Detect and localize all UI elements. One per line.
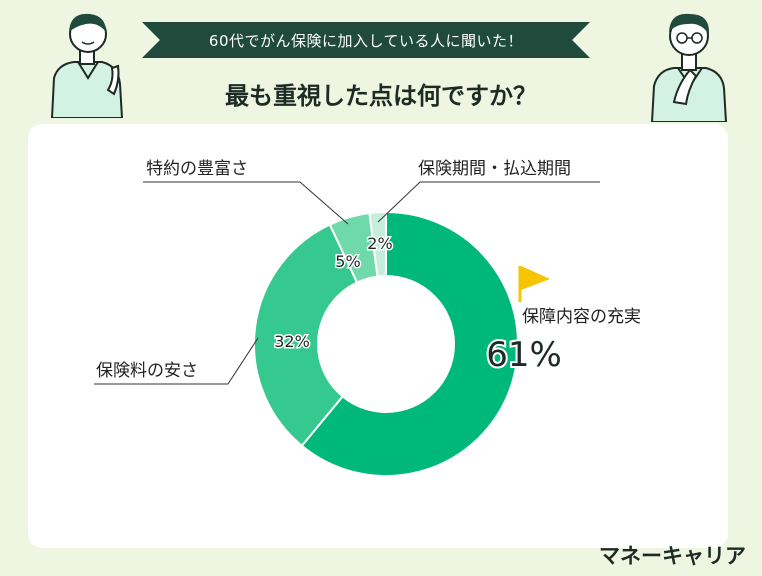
value-label-hosho: 61%	[486, 335, 562, 375]
right-person-illustration	[650, 13, 728, 122]
chart-card: 特約の豊富さ 保険期間・払込期間 保険料の安さ 保障内容の充実 61% 32% …	[28, 124, 728, 548]
leader-line-hokenryo	[94, 337, 259, 385]
label-tokuyaku: 特約の豊富さ	[146, 159, 248, 179]
banner-text: 60代でがん保険に加入している人に聞いた！	[208, 31, 524, 50]
survey-banner: 60代でがん保険に加入している人に聞いた！	[142, 22, 590, 58]
flag-icon	[518, 266, 550, 302]
donut-hole	[317, 275, 455, 413]
value-label-hokenryo: 32%	[274, 332, 310, 351]
label-hosho: 保障内容の充実	[522, 307, 641, 327]
page-title: 最も重視した点は何ですか？	[225, 82, 537, 110]
label-hokenryo: 保険料の安さ	[96, 361, 198, 381]
leader-line-tokuyaku	[143, 181, 349, 225]
donut-chart: 特約の豊富さ 保険期間・払込期間 保険料の安さ 保障内容の充実 61% 32% …	[94, 159, 641, 477]
left-person-illustration	[50, 13, 124, 118]
value-label-tokuyaku: 5%	[335, 252, 360, 271]
label-kikan: 保険期間・払込期間	[418, 159, 571, 179]
value-label-kikan: 2%	[367, 234, 392, 253]
leader-line-kikan	[377, 181, 600, 223]
brand-logo: マネーキャリア	[599, 544, 746, 568]
